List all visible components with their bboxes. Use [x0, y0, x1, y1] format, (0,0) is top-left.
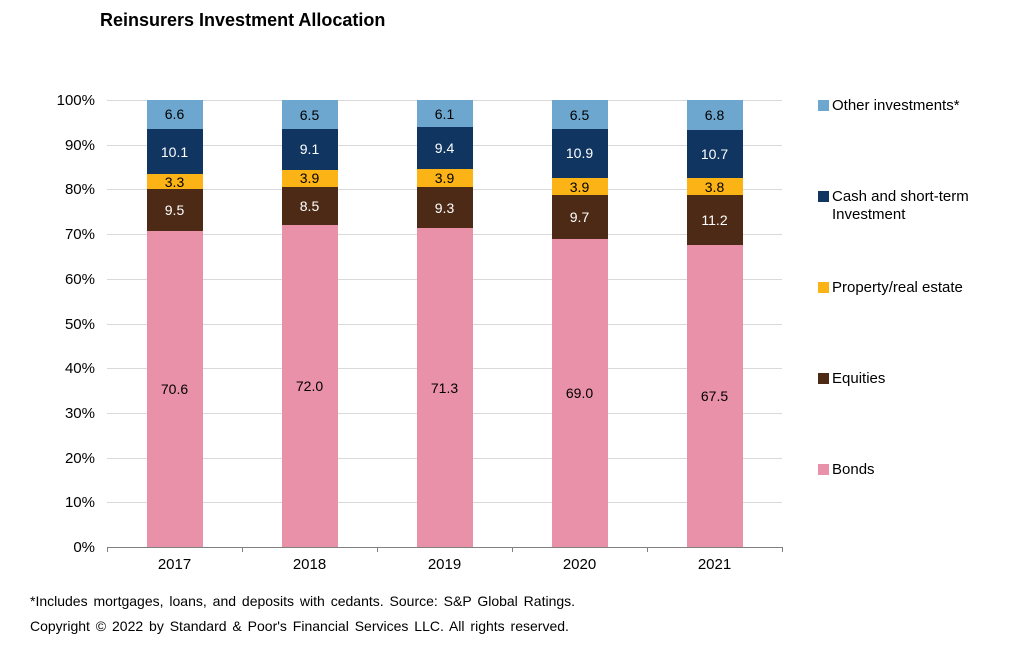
footnote-source: *Includes mortgages, loans, and deposits…	[30, 593, 576, 609]
bar-value-label: 9.4	[434, 140, 455, 157]
bar-segment-2018-property-real-estate: 3.9	[281, 169, 338, 188]
footnote-copyright: Copyright © 2022 by Standard & Poor's Fi…	[30, 618, 569, 634]
x-axis-tick	[512, 547, 513, 552]
bar-segment-2020-other-investments: 6.5	[551, 100, 608, 130]
bar-segment-2019-property-real-estate: 3.9	[416, 169, 473, 187]
bar-value-label: 8.5	[299, 198, 320, 215]
bar-segment-2017-bonds: 70.6	[146, 231, 203, 547]
bar-segment-2017-property-real-estate: 3.3	[146, 173, 203, 190]
y-axis-label-30: 30%	[64, 404, 95, 422]
y-axis-label-70: 70%	[64, 226, 95, 244]
bar-value-label: 6.6	[164, 106, 185, 123]
bar-segment-2018-cash-and-short-term-investment: 9.1	[281, 129, 338, 170]
bar-segment-2021-property-real-estate: 3.8	[686, 178, 743, 196]
bar-value-label: 11.2	[701, 212, 728, 229]
legend-swatch-equities	[818, 373, 829, 384]
bar-value-label: 72.0	[295, 378, 324, 395]
x-axis-tick	[377, 547, 378, 552]
bar-value-label: 70.6	[160, 381, 189, 398]
y-axis-label-0: 0%	[73, 539, 95, 556]
legend-item-other-investments: Other investments*	[818, 97, 1008, 115]
bar-value-label: 9.5	[164, 202, 185, 219]
bar-segment-2019-bonds: 71.3	[416, 228, 473, 547]
bar-segment-2017-cash-and-short-term-investment: 10.1	[146, 129, 203, 175]
bar-value-label: 9.7	[569, 208, 590, 225]
legend-label: Property/real estate	[832, 279, 963, 296]
bar-value-label: 3.9	[299, 170, 320, 187]
bar-value-label: 67.5	[700, 388, 729, 405]
bar-value-label: 71.3	[430, 379, 459, 396]
bar-segment-2020-property-real-estate: 3.9	[551, 177, 608, 196]
bar-value-label: 69.0	[565, 384, 594, 401]
x-axis-labels: 2017 2018 2019 2020 2021	[107, 556, 782, 576]
bar-segment-2018-other-investments: 6.5	[281, 100, 338, 130]
x-axis-tick	[107, 547, 108, 552]
x-axis-label-2018: 2018	[292, 556, 327, 573]
x-axis-label-2017: 2017	[157, 556, 192, 573]
y-axis-labels: 100% 90% 80% 70% 60% 50% 40% 30% 20% 10% 0%	[20, 92, 95, 556]
x-axis-label-2019: 2019	[427, 556, 462, 573]
x-axis-tick	[242, 547, 243, 552]
bar-value-label: 10.1	[160, 143, 189, 160]
legend-label: Cash and short-term Investment	[832, 188, 969, 223]
legend-label: Equities	[832, 370, 886, 387]
bar-value-label: 9.3	[434, 199, 455, 216]
bar-value-label: 3.9	[434, 170, 455, 186]
bar-value-label: 10.9	[565, 145, 594, 162]
y-axis-label-80: 80%	[64, 181, 95, 199]
bar-segment-2021-equities: 11.2	[686, 195, 743, 246]
legend-item-property-real-estate: Property/real estate	[818, 279, 1008, 297]
legend-item-cash-and-short-term-investment: Cash and short-term Investment	[818, 188, 1008, 224]
bar-segment-2020-equities: 9.7	[551, 195, 608, 239]
bar-segment-2020-bonds: 69.0	[551, 238, 608, 547]
bar-value-label: 6.5	[569, 106, 590, 123]
legend-item-equities: Equities	[818, 370, 1008, 388]
y-axis-label-100: 100%	[56, 92, 95, 109]
y-axis-label-20: 20%	[64, 449, 95, 467]
bar-segment-2017-other-investments: 6.6	[146, 99, 203, 130]
bar-segment-2018-bonds: 72.0	[281, 225, 338, 547]
bar-segment-2021-bonds: 67.5	[686, 245, 743, 547]
bar-segment-2021-cash-and-short-term-investment: 10.7	[686, 130, 743, 179]
bar-value-label: 3.3	[164, 173, 185, 190]
legend-swatch-cash-and-short-term-investment	[818, 191, 829, 202]
legend-item-bonds: Bonds	[818, 461, 1008, 479]
y-axis-label-10: 10%	[64, 494, 95, 512]
bar-value-label: 6.5	[299, 106, 320, 123]
y-axis-label-90: 90%	[64, 136, 95, 154]
x-axis-label-2020: 2020	[562, 556, 597, 573]
bar-segment-2018-equities: 8.5	[281, 187, 338, 226]
legend-swatch-bonds	[818, 464, 829, 475]
bar-value-label: 10.7	[700, 146, 729, 163]
bar-segment-2019-equities: 9.3	[416, 186, 473, 229]
y-axis-label-60: 60%	[64, 270, 95, 288]
bar-segment-2019-other-investments: 6.1	[416, 100, 473, 128]
y-axis-label-50: 50%	[64, 315, 95, 333]
legend-label: Bonds	[832, 461, 875, 478]
bar-value-label: 6.8	[704, 107, 725, 124]
bar-value-label: 3.9	[569, 178, 590, 195]
bar-segment-2019-cash-and-short-term-investment: 9.4	[416, 127, 473, 170]
plot-area: 70.6 9.5 3.3 10.1 6.6 72.0 8.5 3.9 9.1 6.5 71.3 9.3…	[107, 99, 783, 552]
x-axis-label-2021: 2021	[697, 556, 732, 573]
y-axis-label-40: 40%	[64, 360, 95, 378]
bar-segment-2021-other-investments: 6.8	[686, 100, 743, 131]
legend-swatch-property-real-estate	[818, 282, 829, 293]
chart-title: Reinsurers Investment Allocation	[100, 10, 386, 30]
x-axis-tick	[782, 547, 783, 552]
bar-value-label: 3.8	[704, 178, 725, 195]
bar-value-label: 6.1	[434, 105, 455, 122]
x-axis-tick	[647, 547, 648, 552]
bar-value-label: 9.1	[299, 141, 320, 158]
legend-swatch-other-investments	[818, 100, 829, 111]
bar-segment-2020-cash-and-short-term-investment: 10.9	[551, 129, 608, 178]
bar-segment-2017-equities: 9.5	[146, 188, 203, 232]
legend-label: Other investments*	[832, 97, 960, 114]
